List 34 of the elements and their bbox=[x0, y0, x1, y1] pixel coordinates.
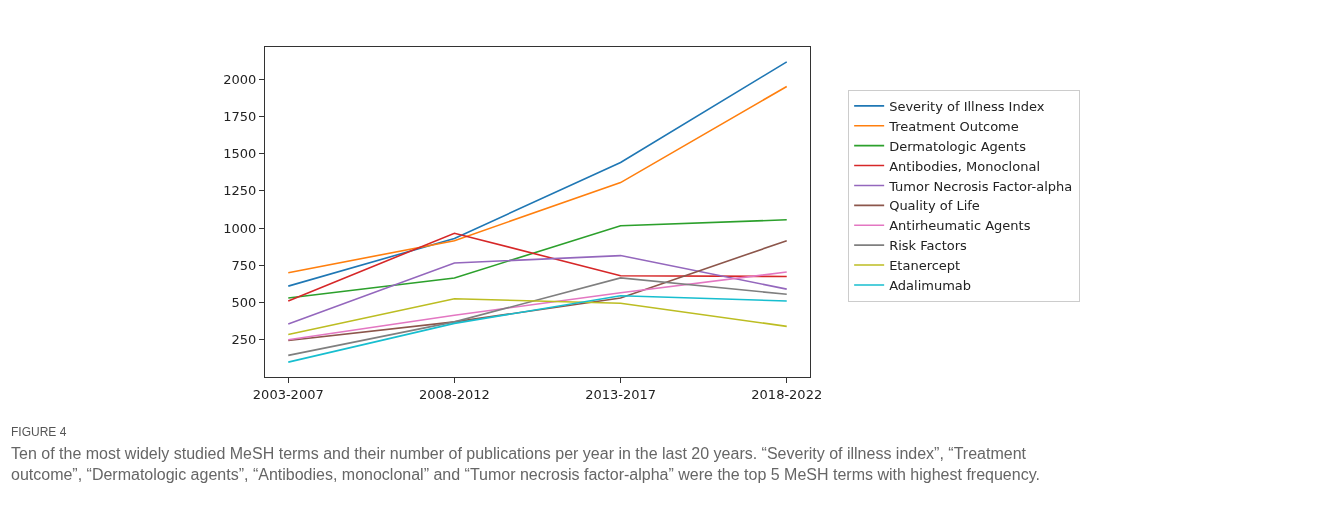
legend-label: Severity of Illness Index bbox=[889, 98, 1045, 114]
legend-label: Treatment Outcome bbox=[888, 118, 1019, 134]
line-series bbox=[287, 219, 788, 299]
y-tick-label: 1250 bbox=[223, 183, 257, 199]
y-tick-label: 750 bbox=[231, 257, 257, 273]
legend-label: Etanercept bbox=[889, 258, 961, 274]
text: Ten of the most widely studied MeSH terms and their number of publications per year in the last 20 years. “Severity of illness index”, “Treatment outcome”, “Dermatologic agents”, “Antibodies, monoclonal” and “Tumor necrosis factor-alpha” were the top 5 MeSH terms with highest frequency. bbox=[11, 445, 1040, 483]
line-series bbox=[287, 232, 788, 302]
caption: FIGURE 4 bbox=[11, 425, 67, 439]
legend-label: Antirheumatic Agents bbox=[889, 218, 1031, 234]
legend-label: Tumor Necrosis Factor-alpha bbox=[888, 178, 1073, 194]
line-series bbox=[287, 277, 788, 357]
y-tick-label: 500 bbox=[231, 295, 257, 311]
x-tick-label: 2018-2022 bbox=[751, 386, 823, 402]
line-series bbox=[287, 61, 788, 287]
x-tick-label: 2008-2012 bbox=[418, 386, 490, 402]
y-tick-label: 1750 bbox=[223, 108, 257, 124]
line-series bbox=[287, 239, 788, 342]
legend-label: Dermatologic Agents bbox=[889, 138, 1027, 154]
line-series bbox=[287, 85, 788, 274]
y-tick-label: 1500 bbox=[223, 146, 257, 162]
legend-label: Risk Factors bbox=[889, 238, 968, 254]
line-series bbox=[287, 254, 788, 325]
y-tick-label: 2000 bbox=[223, 71, 257, 87]
x-tick-label: 2003-2007 bbox=[252, 386, 324, 402]
legend-label: Adalimumab bbox=[889, 278, 972, 294]
legend-label: Antibodies, Monoclonal bbox=[889, 158, 1040, 174]
y-tick-label: 250 bbox=[231, 332, 257, 348]
line-series bbox=[287, 271, 788, 341]
line-series bbox=[287, 295, 788, 363]
x-tick-label: 2013-2017 bbox=[585, 386, 657, 402]
y-tick-label: 1000 bbox=[223, 220, 257, 236]
legend-label: Quality of Life bbox=[889, 198, 980, 214]
line-series bbox=[287, 297, 788, 336]
